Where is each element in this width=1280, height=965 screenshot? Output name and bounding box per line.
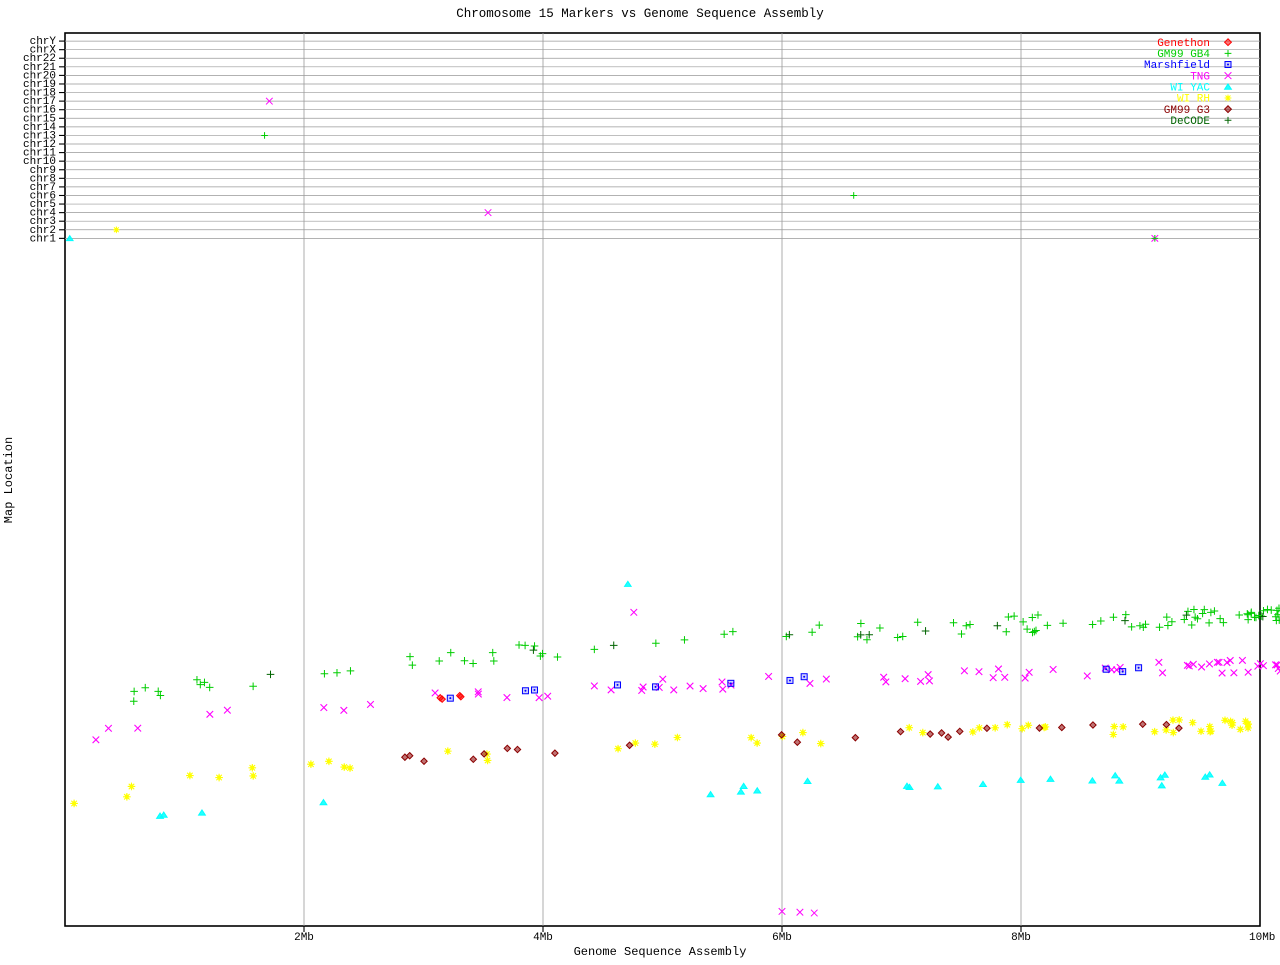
svg-text:Map Location: Map Location — [2, 437, 16, 523]
svg-text:4Mb: 4Mb — [533, 932, 553, 944]
svg-text:Genome Sequence Assembly: Genome Sequence Assembly — [574, 945, 747, 959]
svg-text:Chromosome 15 Markers vs Genom: Chromosome 15 Markers vs Genome Sequence… — [456, 7, 824, 21]
svg-text:chr1: chr1 — [30, 233, 57, 245]
svg-text:8Mb: 8Mb — [1011, 932, 1031, 944]
svg-text:DeCODE: DeCODE — [1170, 116, 1210, 128]
svg-text:6Mb: 6Mb — [772, 932, 792, 944]
svg-text:10Mb: 10Mb — [1249, 932, 1275, 944]
svg-text:2Mb: 2Mb — [294, 932, 314, 944]
